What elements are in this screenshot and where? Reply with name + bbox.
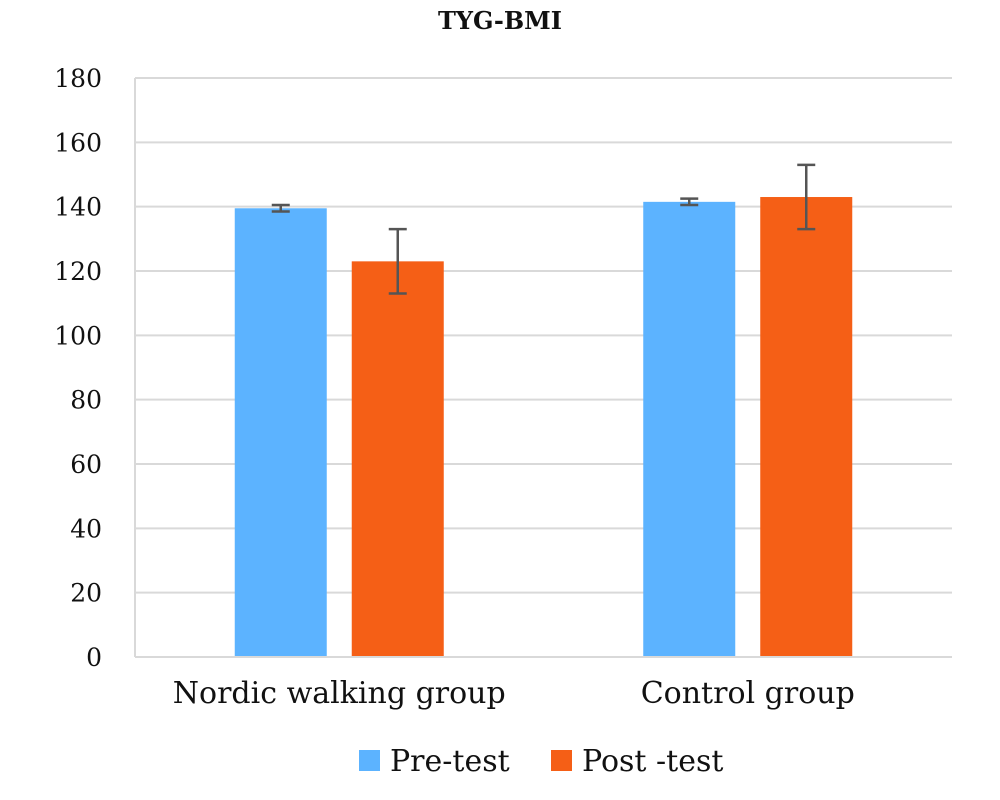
x-category-label: Control group	[641, 676, 855, 711]
bar	[643, 201, 736, 657]
y-tick-label: 100	[54, 321, 102, 350]
y-tick-label: 40	[70, 514, 102, 543]
x-category-label: Nordic walking group	[173, 676, 506, 711]
legend-label: Post -test	[582, 744, 723, 779]
y-tick-label: 20	[70, 579, 102, 608]
y-tick-label: 80	[70, 386, 102, 415]
bar	[234, 208, 327, 657]
y-tick-label: 180	[54, 64, 102, 93]
legend-swatch	[551, 750, 572, 771]
bar	[351, 261, 444, 657]
y-tick-label: 140	[54, 193, 102, 222]
legend-label: Pre-test	[390, 744, 510, 779]
chart-title: TYG-BMI	[438, 6, 562, 35]
legend-swatch	[359, 750, 380, 771]
y-tick-label: 120	[54, 257, 102, 286]
y-tick-label: 60	[70, 450, 102, 479]
bar	[760, 197, 853, 657]
y-tick-label: 0	[86, 643, 102, 672]
y-tick-label: 160	[54, 128, 102, 157]
